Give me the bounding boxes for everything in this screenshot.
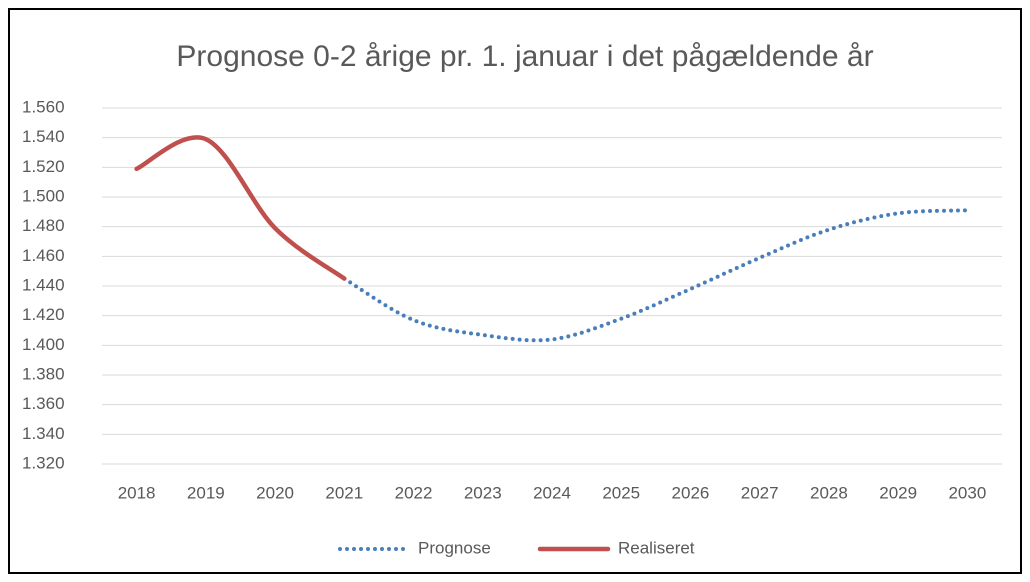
x-tick-label: 2029 <box>879 483 917 502</box>
legend-label: Realiseret <box>618 538 695 557</box>
series-line <box>342 208 970 343</box>
x-tick-label: 2025 <box>602 483 640 502</box>
y-tick-label: 1.360 <box>22 394 65 413</box>
x-tick-label: 2022 <box>395 483 433 502</box>
y-tick-label: 1.560 <box>22 97 65 116</box>
x-tick-label: 2026 <box>672 483 710 502</box>
x-tick-label: 2019 <box>187 483 225 502</box>
y-tick-label: 1.440 <box>22 275 65 294</box>
y-tick-label: 1.540 <box>22 127 65 146</box>
x-tick-label: 2023 <box>464 483 502 502</box>
y-tick-label: 1.320 <box>22 453 65 472</box>
x-tick-label: 2021 <box>325 483 363 502</box>
x-tick-label: 2030 <box>948 483 986 502</box>
y-tick-label: 1.340 <box>22 424 65 443</box>
chart-title: Prognose 0-2 årige pr. 1. januar i det p… <box>176 40 873 73</box>
y-tick-label: 1.520 <box>22 157 65 176</box>
legend-label: Prognose <box>418 538 491 557</box>
y-tick-label: 1.380 <box>22 364 65 383</box>
series-line <box>134 135 347 281</box>
x-tick-label: 2020 <box>256 483 294 502</box>
chart-frame <box>8 8 1022 574</box>
x-tick-label: 2027 <box>741 483 779 502</box>
x-tick-label: 2024 <box>533 483 571 502</box>
y-tick-label: 1.480 <box>22 216 65 235</box>
x-tick-label: 2028 <box>810 483 848 502</box>
y-tick-label: 1.400 <box>22 335 65 354</box>
y-tick-label: 1.460 <box>22 246 65 265</box>
x-tick-label: 2018 <box>118 483 156 502</box>
y-tick-label: 1.500 <box>22 186 65 205</box>
y-tick-label: 1.420 <box>22 305 65 324</box>
